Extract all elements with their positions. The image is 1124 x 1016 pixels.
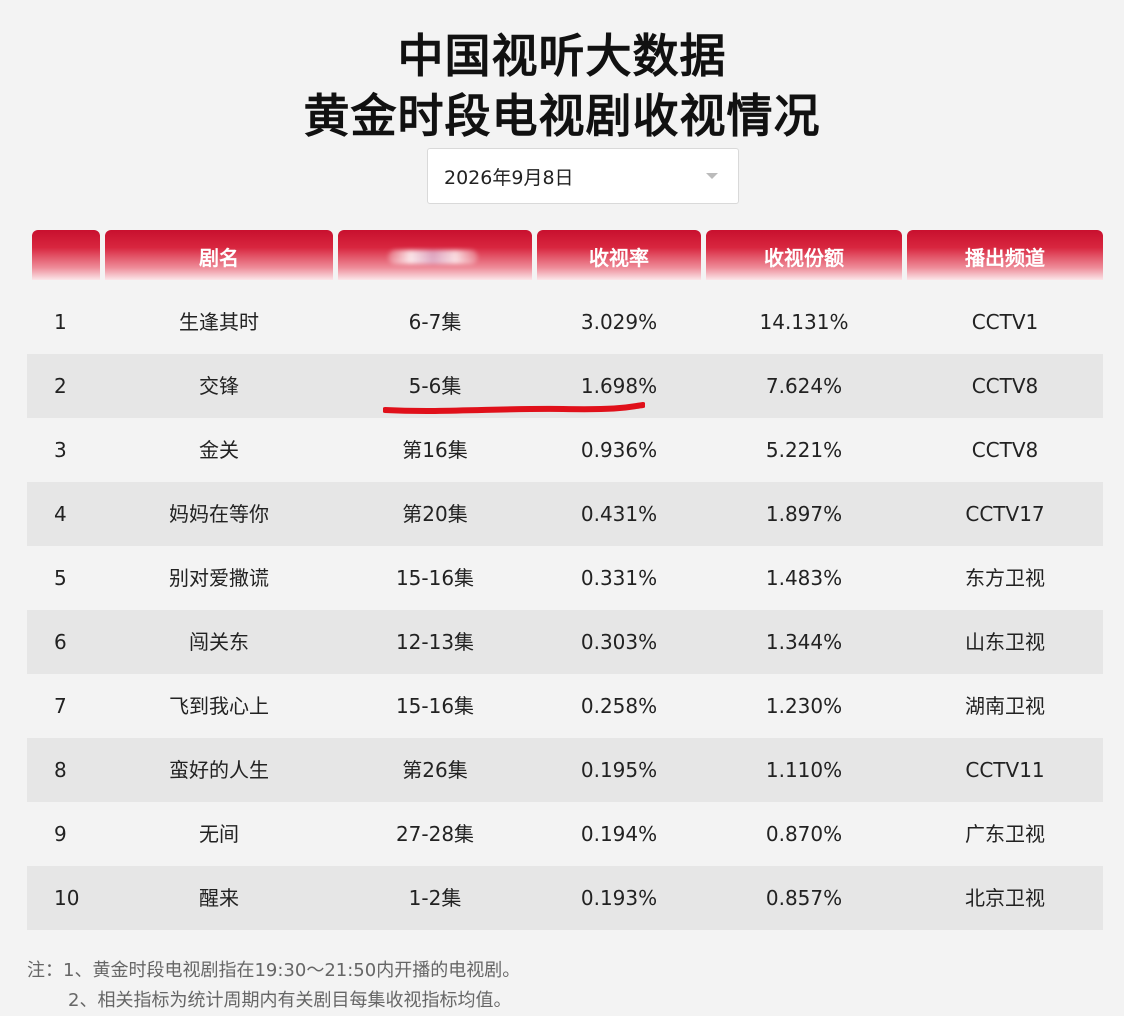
cell-episodes: 1-2集 (408, 886, 462, 910)
red-underline-annotation (383, 402, 645, 414)
cell-rating: 1.698% (580, 374, 658, 398)
cell-name: 金关 (199, 438, 239, 462)
cell-name: 无间 (199, 822, 239, 846)
table-row: 6 闯关东 12-13集 0.303% 1.344% 山东卫视 (27, 610, 1103, 674)
cell-share: 1.897% (765, 502, 843, 526)
cell-rating: 0.193% (580, 886, 658, 910)
table-row: 5 别对爱撒谎 15-16集 0.331% 1.483% 东方卫视 (27, 546, 1103, 610)
table-row: 7 飞到我心上 15-16集 0.258% 1.230% 湖南卫视 (27, 674, 1103, 738)
cell-rank: 8 (54, 758, 67, 782)
cell-name: 生逢其时 (179, 310, 259, 334)
cell-rank: 9 (54, 822, 67, 846)
cell-channel: CCTV8 (971, 438, 1039, 462)
header-name: 剧名 (105, 230, 333, 280)
cell-share: 0.857% (765, 886, 843, 910)
cell-channel: CCTV11 (965, 758, 1045, 782)
cell-name: 蛮好的人生 (169, 758, 269, 782)
table-row: 3 金关 第16集 0.936% 5.221% CCTV8 (27, 418, 1103, 482)
chevron-down-icon[interactable] (706, 173, 718, 179)
cell-rating: 3.029% (580, 310, 658, 334)
cell-episodes: 27-28集 (395, 822, 475, 846)
page-subtitle: 黄金时段电视剧收视情况 (303, 89, 821, 143)
cell-name: 妈妈在等你 (169, 502, 269, 526)
note-line-1: 注：1、黄金时段电视剧指在19:30～21:50内开播的电视剧。 (27, 960, 521, 981)
cell-channel: CCTV17 (965, 502, 1045, 526)
cell-rank: 2 (54, 374, 67, 398)
cell-share: 1.483% (765, 566, 843, 590)
cell-channel: 东方卫视 (965, 566, 1045, 590)
table-header: 剧名 收视率 收视份额 播出频道 (0, 230, 1124, 280)
cell-rank: 5 (54, 566, 67, 590)
table-row: 8 蛮好的人生 第26集 0.195% 1.110% CCTV11 (27, 738, 1103, 802)
cell-name: 闯关东 (189, 630, 249, 654)
table-row: 1 生逢其时 6-7集 3.029% 14.131% CCTV1 (27, 290, 1103, 354)
header-rating: 收视率 (537, 230, 701, 280)
cell-episodes: 第20集 (402, 502, 468, 526)
cell-channel: CCTV1 (971, 310, 1039, 334)
header-episodes (338, 230, 532, 280)
cell-rank: 6 (54, 630, 67, 654)
cell-name: 飞到我心上 (169, 694, 269, 718)
header-rank (32, 230, 100, 280)
cell-rank: 4 (54, 502, 67, 526)
cell-channel: 广东卫视 (965, 822, 1045, 846)
cell-rating: 0.331% (580, 566, 658, 590)
cell-share: 1.230% (765, 694, 843, 718)
cell-rating: 0.431% (580, 502, 658, 526)
cell-rank: 1 (54, 310, 67, 334)
cell-episodes: 12-13集 (395, 630, 475, 654)
cell-share: 7.624% (765, 374, 843, 398)
cell-channel: 山东卫视 (965, 630, 1045, 654)
cell-share: 14.131% (759, 310, 849, 334)
cell-rank: 7 (54, 694, 67, 718)
header-channel: 播出频道 (907, 230, 1103, 280)
note-line-2: 2、相关指标为统计周期内有关剧目每集收视指标均值。 (68, 990, 512, 1011)
cell-episodes: 6-7集 (408, 310, 462, 334)
cell-rating: 0.303% (580, 630, 658, 654)
cell-name: 别对爱撒谎 (169, 566, 269, 590)
header-share: 收视份额 (706, 230, 902, 280)
cell-rating: 0.195% (580, 758, 658, 782)
date-selector-value: 2026年9月8日 (444, 166, 574, 189)
table-row: 4 妈妈在等你 第20集 0.431% 1.897% CCTV17 (27, 482, 1103, 546)
cell-name: 交锋 (199, 374, 239, 398)
cell-share: 1.344% (765, 630, 843, 654)
cell-rating: 0.936% (580, 438, 658, 462)
cell-rank: 3 (54, 438, 67, 462)
cell-channel: CCTV8 (971, 374, 1039, 398)
cell-rank: 10 (54, 886, 80, 910)
cell-rating: 0.194% (580, 822, 658, 846)
blurred-label (388, 250, 478, 264)
notes: 注：1、黄金时段电视剧指在19:30～21:50内开播的电视剧。 2、相关指标为… (27, 956, 520, 1016)
date-selector[interactable]: 2026年9月8日 (427, 148, 739, 204)
cell-share: 0.870% (765, 822, 843, 846)
cell-channel: 北京卫视 (965, 886, 1045, 910)
cell-episodes: 15-16集 (395, 694, 475, 718)
cell-episodes: 5-6集 (408, 374, 462, 398)
table-row: 9 无间 27-28集 0.194% 0.870% 广东卫视 (27, 802, 1103, 866)
cell-episodes: 第26集 (402, 758, 468, 782)
cell-share: 1.110% (765, 758, 843, 782)
cell-rating: 0.258% (580, 694, 658, 718)
cell-share: 5.221% (765, 438, 843, 462)
page-title: 中国视听大数据 (397, 29, 727, 83)
table-row: 2 交锋 5-6集 1.698% 7.624% CCTV8 (27, 354, 1103, 418)
table-row: 10 醒来 1-2集 0.193% 0.857% 北京卫视 (27, 866, 1103, 930)
cell-name: 醒来 (199, 886, 239, 910)
cell-episodes: 第16集 (402, 438, 468, 462)
cell-channel: 湖南卫视 (965, 694, 1045, 718)
cell-episodes: 15-16集 (395, 566, 475, 590)
